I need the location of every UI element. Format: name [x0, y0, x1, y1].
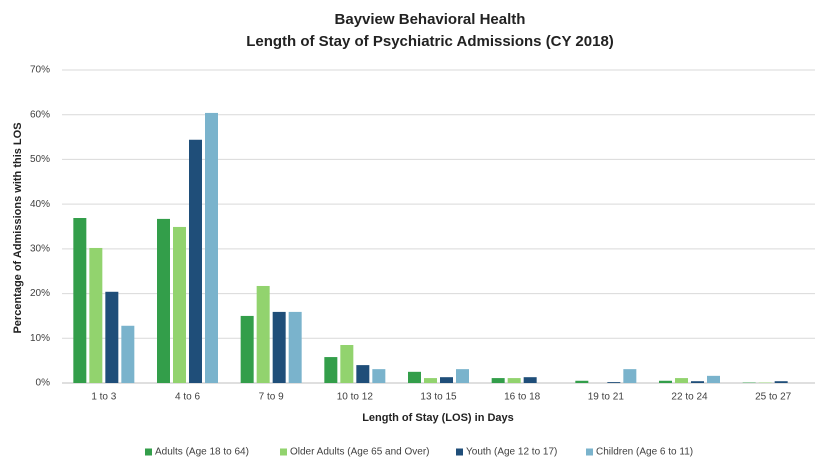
x-tick-label: 19 to 21 [588, 392, 625, 403]
bar [491, 378, 505, 383]
legend-label: Adults (Age 18 to 64) [155, 447, 249, 458]
x-tick-label: 22 to 24 [671, 392, 708, 403]
bar [372, 369, 386, 383]
legend-swatch [456, 448, 463, 456]
y-tick-label: 20% [30, 288, 50, 299]
x-axis-title: Length of Stay (LOS) in Days [362, 412, 514, 424]
bar [173, 226, 186, 383]
y-tick-label: 50% [30, 154, 50, 165]
bar [523, 377, 537, 383]
x-tick-label: 16 to 18 [504, 392, 541, 403]
bar [707, 375, 720, 383]
bar [356, 365, 370, 383]
bar [205, 112, 218, 383]
bar [440, 377, 453, 383]
bar [240, 315, 254, 383]
bar [408, 371, 421, 383]
x-tick-label: 1 to 3 [91, 392, 116, 403]
bar [272, 311, 286, 383]
bar [157, 218, 170, 383]
y-tick-label: 30% [30, 243, 50, 254]
bar [340, 344, 354, 383]
x-tick-label: 10 to 12 [337, 392, 374, 403]
x-tick-label: 25 to 27 [755, 392, 792, 403]
bar [89, 247, 103, 383]
bar [73, 218, 87, 383]
bar [774, 381, 788, 383]
y-tick-label: 40% [30, 199, 50, 210]
chart-title: Length of Stay of Psychiatric Admissions… [246, 33, 614, 50]
bar [256, 285, 270, 383]
legend-swatch [586, 448, 593, 456]
y-tick-label: 0% [36, 378, 51, 389]
y-tick-label: 10% [30, 333, 50, 344]
bar [424, 378, 437, 383]
bar [324, 357, 338, 383]
x-tick-label: 4 to 6 [175, 392, 200, 403]
bar [507, 378, 521, 383]
y-tick-label: 60% [30, 109, 50, 120]
bar [659, 380, 672, 383]
bar [288, 311, 302, 383]
x-tick-label: 13 to 15 [420, 392, 457, 403]
legend-swatch [280, 448, 287, 456]
bar [105, 291, 119, 383]
bar [675, 378, 688, 383]
legend-label: Children (Age 6 to 11) [596, 447, 693, 458]
bar [623, 369, 637, 383]
legend-swatch [145, 448, 152, 456]
y-axis-title: Percentage of Admissions with this LOS [12, 122, 24, 333]
bar [607, 382, 621, 383]
bar [456, 369, 469, 383]
bar [121, 325, 135, 383]
chart-title: Bayview Behavioral Health [335, 11, 526, 28]
bar [691, 381, 704, 383]
legend-label: Older Adults (Age 65 and Over) [290, 447, 430, 458]
bar [189, 139, 202, 383]
y-tick-label: 70% [30, 65, 50, 76]
bar [575, 380, 589, 383]
legend-label: Youth (Age 12 to 17) [466, 447, 557, 458]
x-tick-label: 7 to 9 [259, 392, 284, 403]
